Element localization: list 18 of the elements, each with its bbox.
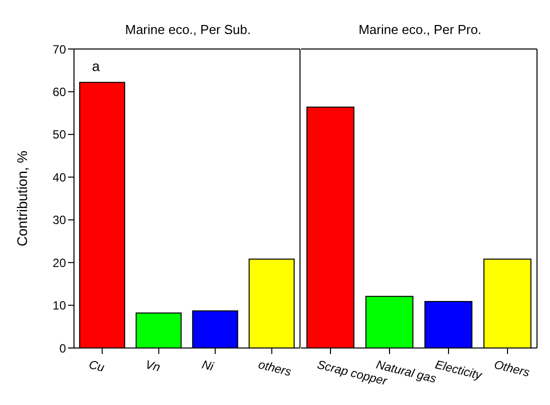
x-tick-label: Others — [492, 357, 532, 380]
y-tick-label: 40 — [52, 170, 66, 184]
y-tick-label: 50 — [52, 128, 66, 142]
chart-title: Marine eco., Per Pro. — [358, 22, 482, 37]
y-tick-label: 30 — [52, 213, 66, 228]
x-tick-label: Vn — [144, 357, 162, 375]
x-tick-label: Cu — [88, 357, 106, 375]
y-tick-label: 10 — [52, 298, 66, 313]
chart-title: Marine eco., Per Sub. — [124, 22, 252, 37]
y-tick-label: 70 — [52, 42, 66, 56]
annotation: a — [92, 58, 100, 74]
y-tick-label: 20 — [52, 256, 66, 270]
x-tick-label: Ni — [200, 357, 216, 374]
y-axis-title: Contribution, % — [14, 150, 30, 246]
x-tick-label: others — [257, 357, 293, 379]
x-tick-label: Electicity — [434, 357, 484, 383]
y-tick-label: 60 — [52, 84, 66, 99]
y-tick-label: 0 — [59, 341, 66, 356]
